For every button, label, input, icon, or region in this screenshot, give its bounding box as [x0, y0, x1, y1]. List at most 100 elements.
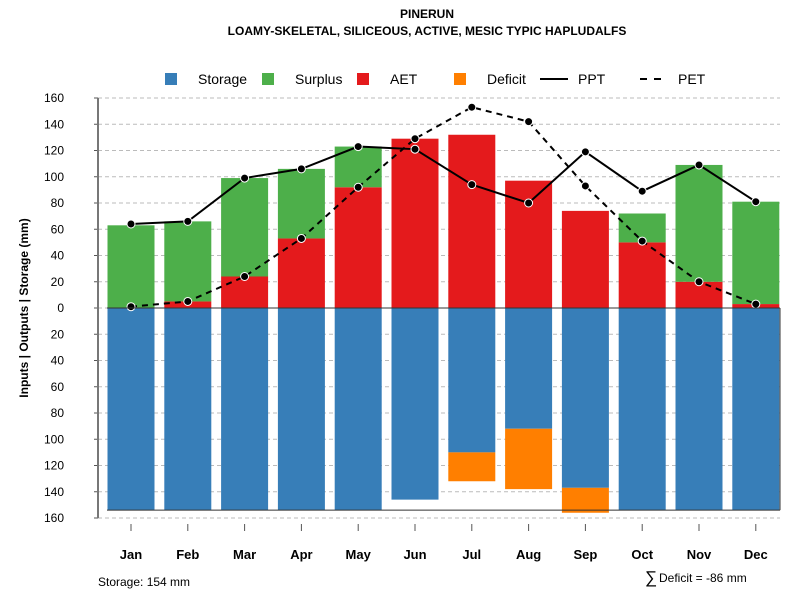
pet-point [637, 236, 647, 246]
y-tick-label: 100 [44, 432, 64, 446]
legend-label: Storage [198, 71, 247, 87]
storage-bar [277, 308, 325, 511]
y-tick-label: 160 [44, 91, 64, 105]
storage-bar [505, 308, 553, 429]
ppt-point [694, 160, 704, 170]
storage-bar [732, 308, 780, 511]
deficit-bar [561, 487, 609, 513]
legend-label: Surplus [295, 71, 342, 87]
storage-legend-swatch [165, 73, 177, 85]
x-tick-label: Oct [631, 547, 653, 562]
aet-bar [391, 138, 439, 308]
pet-point [240, 272, 250, 281]
pet-point [694, 277, 704, 287]
aet-bar [448, 134, 496, 308]
ppt-point [240, 173, 250, 183]
pet-point [183, 296, 193, 306]
aet-bar [618, 242, 666, 308]
deficit-legend-swatch [454, 73, 466, 85]
pet-point [410, 134, 420, 144]
ppt-line [130, 145, 757, 225]
aet-bar [334, 187, 382, 308]
x-tick-label: Aug [516, 547, 541, 562]
chart-title: PINERUN [400, 7, 454, 21]
ppt-point [637, 186, 647, 196]
ppt-point [524, 198, 534, 208]
y-tick-label: 20 [51, 327, 65, 341]
aet-legend-swatch [357, 73, 369, 85]
y-tick-label: 20 [51, 275, 65, 289]
y-tick-label: 120 [44, 459, 64, 473]
storage-bar [107, 308, 155, 511]
pet-point [353, 182, 363, 192]
x-tick-label: Jan [120, 547, 142, 562]
x-tick-label: Nov [687, 547, 712, 562]
ppt-point [126, 219, 136, 229]
surplus-bar [221, 178, 269, 277]
legend-label: PET [678, 71, 706, 87]
y-tick-label: 40 [51, 354, 65, 368]
ppt-point [183, 216, 193, 226]
ppt-point [467, 180, 477, 190]
deficit-bar [448, 452, 496, 482]
x-tick-label: Mar [233, 547, 256, 562]
deficit-bar [505, 428, 553, 490]
legend-label: Deficit [487, 71, 526, 87]
aet-bar [561, 210, 609, 308]
aet-bar [221, 276, 269, 308]
legend-label: AET [390, 71, 418, 87]
y-tick-label: 80 [51, 406, 65, 420]
y-tick-label: 80 [51, 196, 65, 210]
y-tick-label: 60 [51, 222, 65, 236]
pet-line [130, 106, 757, 308]
x-tick-label: Dec [744, 547, 768, 562]
sum-symbol: ∑ [645, 568, 657, 587]
surplus-bar [732, 201, 780, 305]
storage-bar [164, 308, 212, 511]
storage-bar [561, 308, 609, 488]
pet-point [751, 299, 761, 309]
storage-bar [334, 308, 382, 511]
chart-subtitle: LOAMY-SKELETAL, SILICEOUS, ACTIVE, MESIC… [228, 24, 627, 38]
x-tick-label: Feb [176, 547, 199, 562]
y-tick-label: 60 [51, 380, 65, 394]
ppt-point [751, 197, 761, 207]
ppt-point [410, 144, 420, 154]
legend-label: PPT [578, 71, 606, 87]
ppt-point [353, 142, 363, 152]
x-tick-label: Jul [462, 547, 481, 562]
surplus-bar [164, 221, 212, 302]
surplus-legend-swatch [262, 73, 274, 85]
surplus-bar [107, 225, 155, 308]
y-tick-label: 0 [57, 301, 64, 315]
surplus-bar [675, 164, 723, 282]
y-axis-label: Inputs | Outputs | Storage (mm) [17, 218, 31, 397]
x-tick-label: May [346, 547, 372, 562]
pet-point [126, 302, 136, 312]
x-tick-label: Sep [573, 547, 597, 562]
storage-bar [448, 308, 496, 453]
surplus-bar [277, 168, 325, 239]
y-tick-label: 140 [44, 117, 64, 131]
storage-bar [221, 308, 269, 511]
y-tick-label: 100 [44, 170, 64, 184]
storage-bar [675, 308, 723, 511]
y-tick-label: 160 [44, 511, 64, 525]
x-tick-label: Apr [290, 547, 312, 562]
ppt-point [296, 164, 306, 174]
storage-bar [618, 308, 666, 511]
pet-point [296, 233, 306, 243]
pet-point [580, 181, 590, 191]
pet-point [524, 117, 534, 127]
deficit-annotation: Deficit = -86 mm [659, 571, 747, 585]
y-tick-label: 120 [44, 144, 64, 158]
y-tick-label: 140 [44, 485, 64, 499]
pet-point [467, 102, 477, 112]
ppt-point [580, 147, 590, 157]
x-tick-label: Jun [403, 547, 426, 562]
y-tick-label: 40 [51, 249, 65, 263]
storage-bar [391, 308, 439, 500]
storage-annotation: Storage: 154 mm [98, 575, 190, 589]
